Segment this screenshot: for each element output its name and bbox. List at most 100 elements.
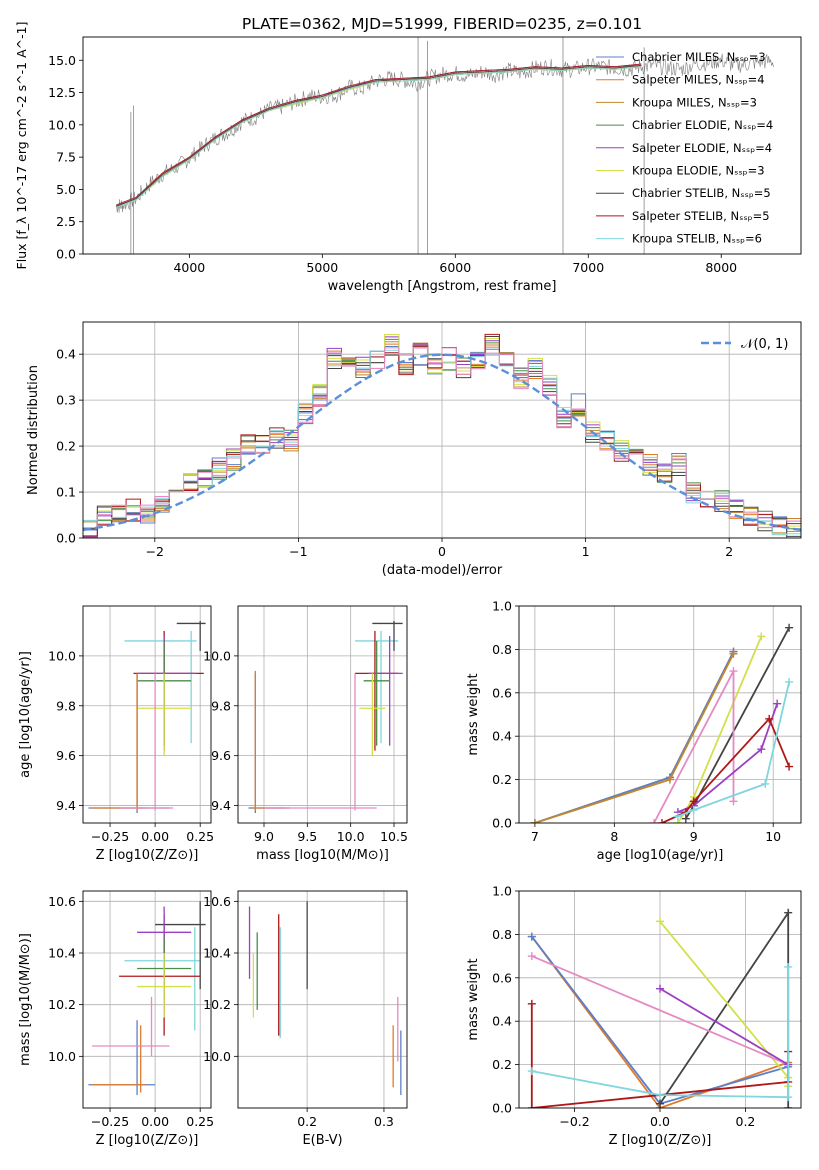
mass-weight-line	[685, 627, 790, 820]
legend-label: 𝒩(0, 1)	[741, 337, 788, 352]
x-tick-label: 0	[438, 544, 446, 559]
y-tick-label: 9.4	[56, 798, 76, 813]
y-axis-label: mass weight	[466, 673, 481, 755]
y-tick-label: 5.0	[56, 182, 76, 197]
y-tick-label: 9.6	[56, 748, 76, 763]
y-tick-label: 10.0	[48, 1049, 76, 1064]
y-axis-label: Flux [f_λ 10^-17 erg cm^-2 s^-1 A^-1]	[14, 22, 29, 270]
y-tick-label: 9.8	[211, 698, 231, 713]
plot-area	[83, 322, 801, 538]
plus-marker	[785, 677, 794, 686]
legend-label: Kroupa MILES, Nₛₛₚ=3	[632, 95, 757, 109]
x-tick-label: 10.5	[380, 829, 408, 844]
plus-marker	[785, 623, 794, 632]
model-spectrum-line	[116, 64, 642, 207]
panel-mass_vs_Z: −0.25 0.00 0.25 10.0 10.2 10.4 10.6 Z [log10(Z/…	[18, 890, 214, 1148]
plus-marker	[657, 819, 666, 823]
y-tick-label: 12.5	[48, 85, 76, 100]
plus-marker	[527, 1104, 536, 1108]
mass-weight-line	[677, 681, 790, 818]
axes-frame	[82, 321, 802, 539]
model-spectrum-line	[116, 66, 642, 208]
mass-weight-line	[531, 967, 790, 1099]
x-tick-label: 8	[610, 829, 618, 844]
x-tick-label: 7	[531, 829, 539, 844]
plus-marker	[729, 649, 738, 658]
y-tick-label: 10.0	[48, 117, 76, 132]
model-spectrum-line	[116, 64, 642, 207]
panel-massweight_vs_Z: −0.2 0.0 0.2 0.0 0.2 0.4 0.6 0.8 1.0 Z [log10(Z/Z…	[466, 884, 802, 1148]
x-tick-label: 0.2	[736, 1114, 756, 1129]
y-tick-label: 10.0	[203, 648, 231, 663]
y-tick-label: 9.4	[211, 798, 231, 813]
y-tick-label: 15.0	[48, 53, 76, 68]
y-tick-label: 0.6	[492, 685, 512, 700]
x-tick-label: 0.3	[374, 1114, 394, 1129]
legend-label: Chabrier ELODIE, Nₛₛₚ=4	[632, 118, 773, 132]
y-tick-label: 10.6	[48, 894, 76, 909]
plus-marker	[761, 779, 770, 788]
legend-label: Chabrier MILES, Nₛₛₚ=3	[632, 50, 766, 64]
y-axis-label: mass weight	[466, 958, 481, 1040]
plus-marker	[773, 699, 782, 708]
plus-marker	[527, 952, 536, 961]
legend-label: Kroupa ELODIE, Nₛₛₚ=3	[632, 164, 765, 178]
model-spectrum-line	[116, 66, 642, 208]
legend-label: Chabrier STELIB, Nₛₛₚ=5	[632, 186, 771, 200]
x-axis-label: Z [log10(Z/Z⊙)]	[609, 1133, 712, 1148]
mass-weight-line	[531, 955, 789, 1066]
x-tick-label: 4000	[173, 260, 205, 275]
legend-label: Salpeter STELIB, Nₛₛₚ=5	[632, 209, 770, 223]
y-tick-label: 10.4	[48, 946, 76, 961]
mass-weight-line	[659, 987, 789, 1066]
model-spectrum-line	[116, 63, 642, 207]
axes-frame	[237, 605, 408, 824]
panel-age_vs_mass: 9.0 9.5 10.0 10.5 9.4 9.6 9.8 10.0 mass [log10(M…	[203, 605, 408, 863]
plus-marker	[784, 908, 793, 917]
y-tick-label: 0.2	[492, 1057, 512, 1072]
x-tick-label: 9	[690, 829, 698, 844]
panel-residuals: −2 −1 0 1 2 0.0 0.1 0.2 0.3 0.4 (data-model)/error…	[26, 321, 802, 578]
model-spectrum-line	[116, 63, 642, 206]
panel-massweight_vs_age: 7 8 9 10 0.0 0.2 0.4 0.6 0.8 1.0 age [log10(age/yr…	[466, 599, 802, 863]
y-tick-label: 0.0	[492, 816, 512, 831]
y-tick-label: 10.4	[203, 946, 231, 961]
plus-marker	[527, 1067, 536, 1076]
plus-marker	[527, 932, 536, 941]
plot-area	[115, 37, 774, 254]
x-tick-label: −0.2	[559, 1114, 589, 1129]
x-tick-label: 0.2	[297, 1114, 317, 1129]
y-tick-label: 10.0	[203, 1049, 231, 1064]
plus-marker	[757, 745, 766, 754]
y-tick-label: 0.0	[56, 531, 76, 546]
x-tick-label: 10.0	[337, 829, 365, 844]
plus-marker	[784, 1104, 793, 1108]
x-tick-label: −1	[289, 544, 307, 559]
x-tick-label: −2	[146, 544, 164, 559]
plot-area	[519, 891, 801, 1108]
x-tick-label: −0.25	[91, 829, 129, 844]
plus-marker	[765, 714, 774, 723]
plus-marker	[656, 984, 664, 993]
axes-frame	[82, 605, 212, 824]
plus-marker	[656, 917, 664, 926]
x-axis-label: Z [log10(Z/Z⊙)]	[96, 848, 199, 863]
x-tick-label: 0.25	[186, 829, 214, 844]
plot-area	[238, 606, 407, 823]
axes-frame	[82, 890, 212, 1109]
x-axis-label: age [log10(age/yr)]	[597, 848, 724, 863]
y-axis-label: mass [log10(M/M⊙)]	[18, 933, 33, 1066]
y-tick-label: 7.5	[56, 150, 76, 165]
y-tick-label: 0.8	[492, 642, 512, 657]
plus-marker	[530, 819, 539, 823]
x-axis-label: wavelength [Angstrom, rest frame]	[328, 279, 557, 294]
mass-weight-line	[659, 909, 790, 1108]
x-axis-label: (data-model)/error	[382, 563, 503, 578]
plus-marker	[784, 962, 793, 971]
plot-area	[519, 606, 801, 823]
axes-frame	[518, 890, 802, 1109]
plus-marker	[665, 775, 674, 784]
y-tick-label: 2.5	[56, 214, 76, 229]
axes-frame	[237, 890, 408, 1109]
